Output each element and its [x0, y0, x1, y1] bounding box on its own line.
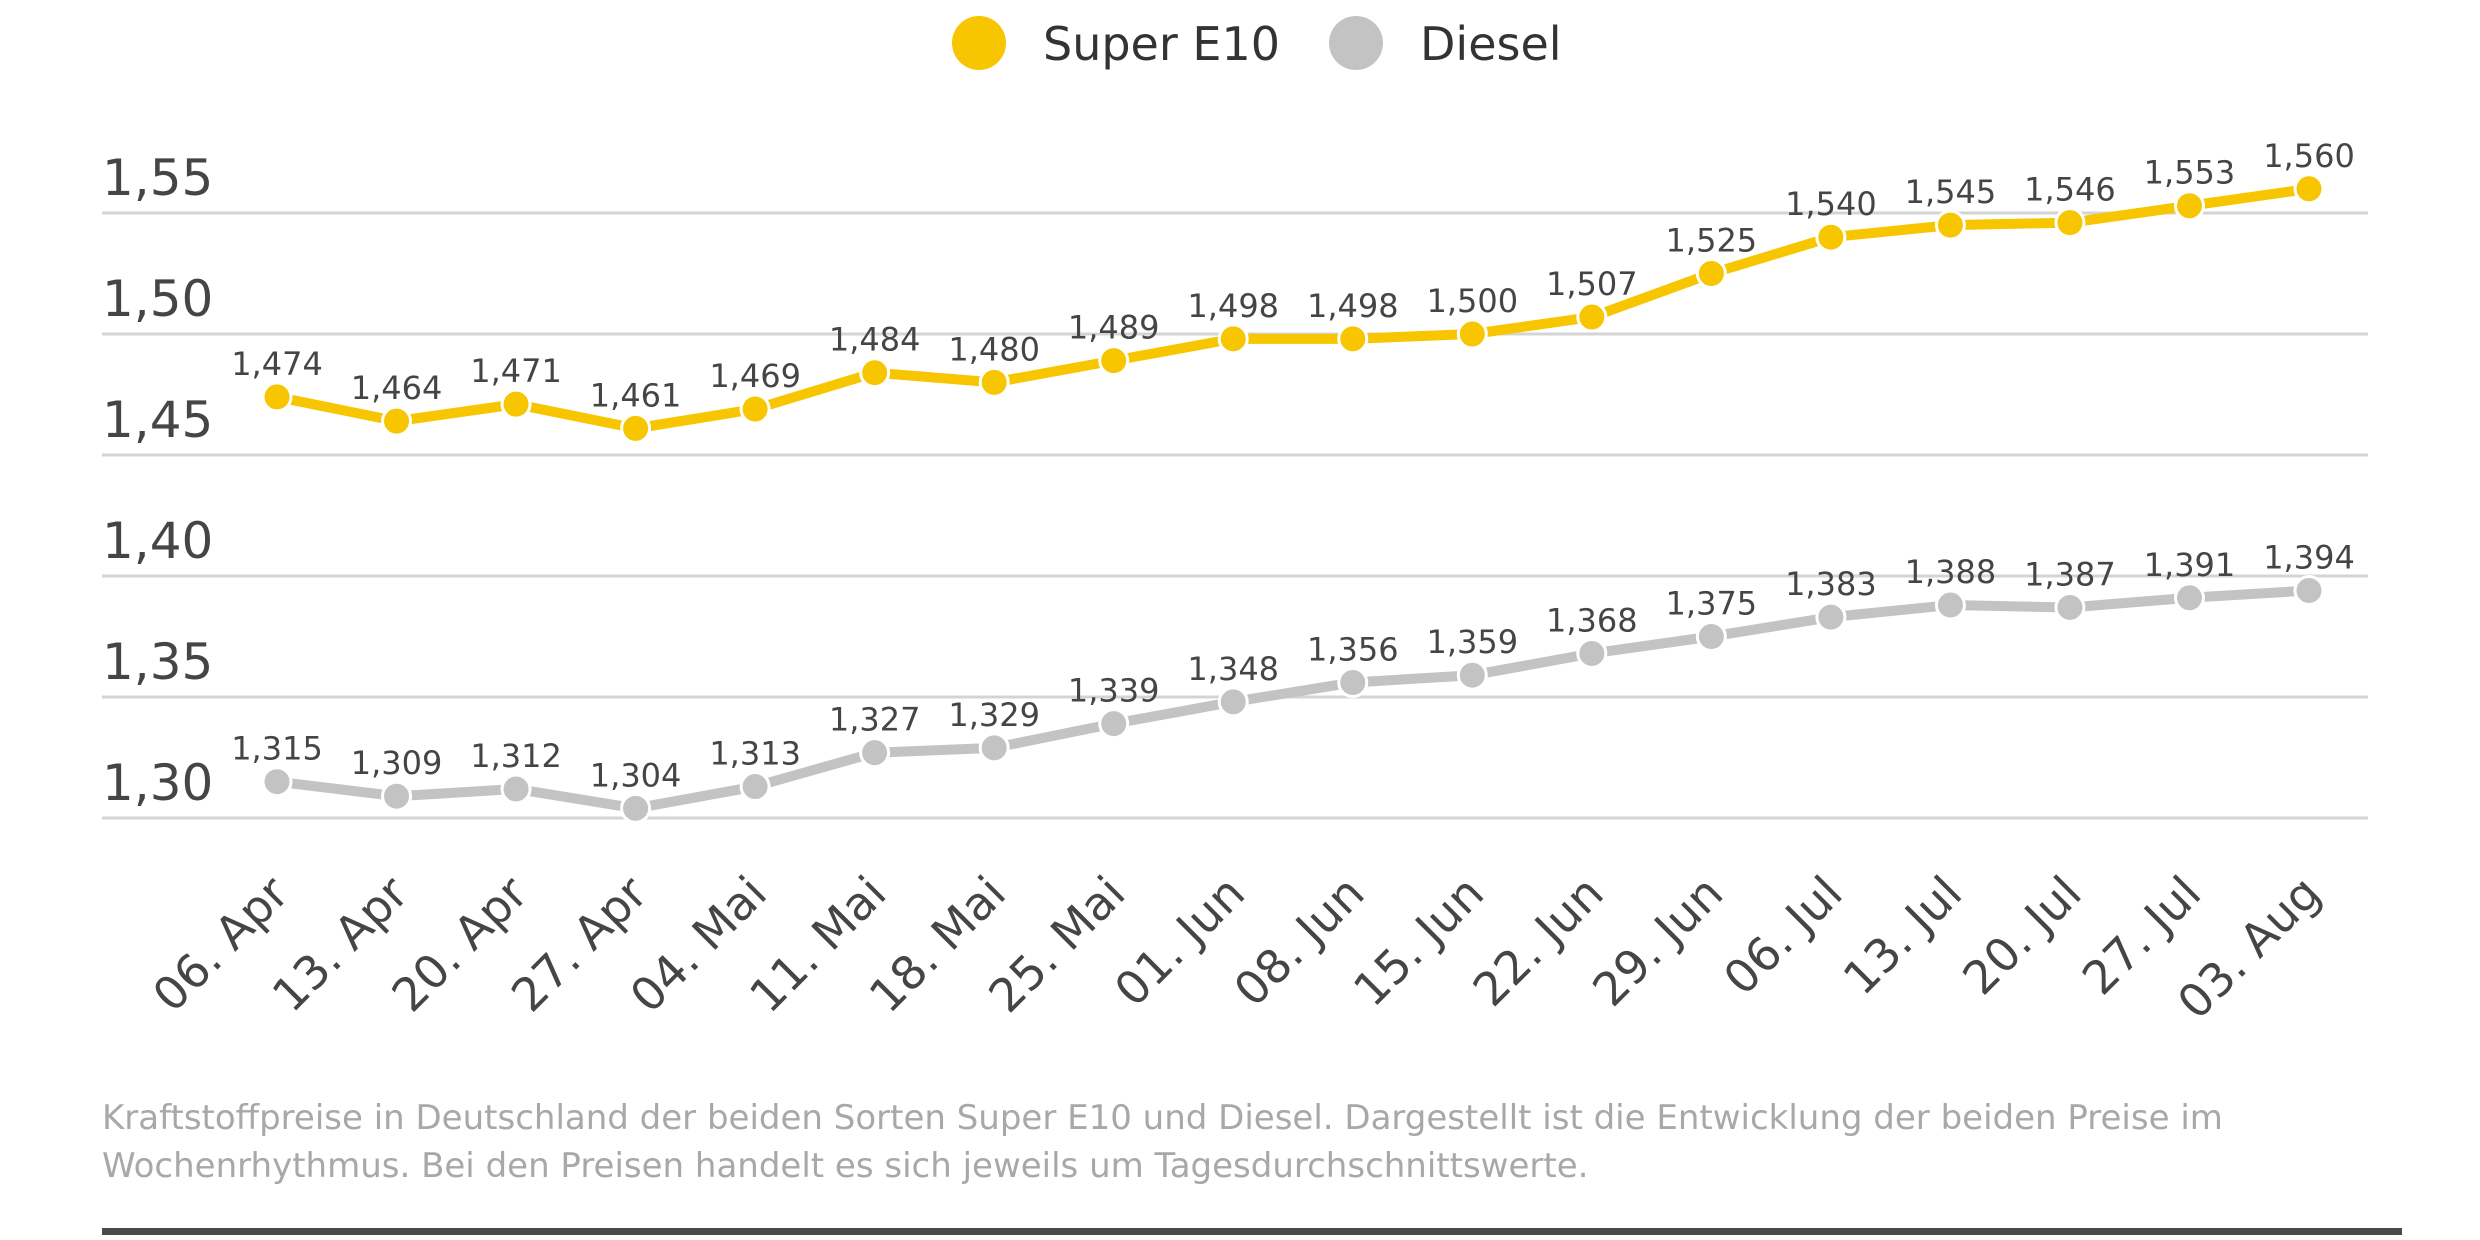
data-label: 1,309	[351, 744, 443, 782]
data-label: 1,464	[351, 369, 443, 407]
data-label: 1,313	[709, 735, 801, 773]
data-point	[500, 388, 532, 420]
data-point	[859, 737, 891, 769]
data-label: 1,471	[470, 352, 562, 390]
data-point	[1576, 301, 1608, 333]
data-point	[2293, 173, 2325, 205]
data-point	[2173, 582, 2205, 614]
data-point	[1576, 637, 1608, 669]
y-tick-label: 1,30	[102, 754, 213, 812]
data-label: 1,545	[1905, 173, 1997, 211]
data-point	[620, 412, 652, 444]
data-point	[261, 766, 293, 798]
data-point	[381, 405, 413, 437]
data-label: 1,484	[829, 321, 921, 359]
data-point	[500, 773, 532, 805]
data-point	[859, 357, 891, 389]
data-point	[1815, 221, 1847, 253]
x-tick-label: 06. Jul	[1713, 866, 1852, 1005]
x-tick-label: 08. Jun	[1223, 866, 1374, 1017]
series-line-0	[276, 183, 2310, 434]
y-tick-label: 1,35	[102, 633, 213, 691]
data-label: 1,375	[1666, 585, 1758, 623]
data-point	[739, 393, 771, 425]
data-label: 1,394	[2263, 539, 2355, 577]
data-label: 1,312	[470, 737, 562, 775]
data-label: 1,339	[1068, 672, 1160, 710]
data-point	[2054, 591, 2086, 623]
data-point	[1337, 666, 1369, 698]
data-label: 1,474	[231, 345, 323, 383]
data-point	[1098, 708, 1130, 740]
data-label: 1,388	[1905, 553, 1997, 591]
data-point	[1456, 318, 1488, 350]
legend-label-0: Super E10	[1043, 17, 1280, 71]
data-label: 1,553	[2144, 154, 2236, 192]
data-label: 1,359	[1426, 623, 1518, 661]
data-label: 1,327	[829, 701, 921, 739]
x-tick-label: 13. Jul	[1833, 866, 1972, 1005]
data-point	[2054, 207, 2086, 239]
data-label: 1,500	[1426, 282, 1518, 320]
data-label: 1,560	[2263, 137, 2355, 175]
data-label: 1,348	[1187, 650, 1279, 688]
data-point	[1934, 589, 1966, 621]
data-label: 1,383	[1785, 565, 1877, 603]
legend-label-1: Diesel	[1420, 17, 1562, 71]
data-point	[2293, 575, 2325, 607]
y-tick-label: 1,45	[102, 391, 213, 449]
x-tick-label: 20. Jul	[1952, 866, 2091, 1005]
data-label: 1,315	[231, 730, 323, 768]
y-tick-label: 1,50	[102, 270, 213, 328]
data-label: 1,498	[1307, 287, 1399, 325]
x-tick-label: 01. Jun	[1104, 866, 1255, 1017]
x-tick-label: 15. Jun	[1343, 866, 1494, 1017]
data-label: 1,498	[1187, 287, 1279, 325]
data-point	[261, 381, 293, 413]
x-tick-label: 22. Jun	[1463, 866, 1614, 1017]
data-point	[978, 366, 1010, 398]
data-label: 1,356	[1307, 630, 1399, 668]
data-label: 1,469	[709, 357, 801, 395]
y-tick-label: 1,55	[102, 149, 213, 207]
data-point	[1934, 209, 1966, 241]
data-point	[381, 780, 413, 812]
y-tick-label: 1,40	[102, 512, 213, 570]
data-label: 1,304	[590, 756, 682, 794]
data-point	[1217, 686, 1249, 718]
data-label: 1,489	[1068, 309, 1160, 347]
line-chart: Super E10 Diesel 1,30 1,35 1,40 1,45 1,50 1,55 0…	[102, 16, 2368, 1029]
chart-caption: Kraftstoffpreise in Deutschland der beid…	[102, 1098, 2223, 1186]
data-point	[978, 732, 1010, 764]
data-label: 1,391	[2144, 546, 2236, 584]
series-line-1	[276, 585, 2310, 814]
data-label: 1,387	[2024, 555, 2116, 593]
data-label: 1,368	[1546, 601, 1638, 639]
legend-marker-0	[952, 16, 1006, 70]
data-label: 1,329	[948, 696, 1040, 734]
data-point	[1217, 323, 1249, 355]
data-point	[1098, 345, 1130, 377]
data-point	[2173, 190, 2205, 222]
legend-marker-1	[1329, 16, 1383, 70]
x-tick-label: 25. Mai	[978, 866, 1135, 1023]
data-label: 1,507	[1546, 265, 1638, 303]
bottom-divider	[102, 1228, 2402, 1235]
data-point	[1456, 659, 1488, 691]
data-label: 1,461	[590, 376, 682, 414]
data-point	[1815, 601, 1847, 633]
data-point	[739, 771, 771, 803]
data-label: 1,540	[1785, 185, 1877, 223]
data-point	[1695, 258, 1727, 289]
data-point	[1695, 621, 1727, 652]
data-label: 1,546	[2024, 171, 2116, 209]
x-tick-label: 29. Jun	[1582, 866, 1733, 1017]
data-label: 1,525	[1666, 222, 1758, 260]
data-point	[620, 792, 652, 824]
data-point	[1337, 323, 1369, 355]
data-label: 1,480	[948, 330, 1040, 368]
